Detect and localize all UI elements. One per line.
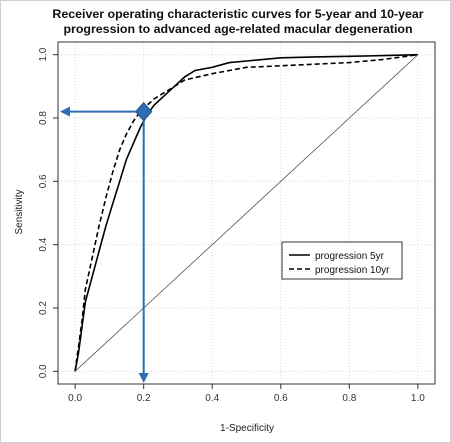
chart-title-line-1: Receiver operating characteristic curves… — [52, 7, 423, 21]
x-axis: 0.0 0.2 0.4 0.6 0.8 1.0 — [68, 384, 425, 404]
annotation-arrowhead-down — [138, 373, 149, 383]
grid-lines — [58, 42, 435, 384]
y-tick-label: 1.0 — [38, 47, 49, 61]
roc-line-series-1 — [74, 53, 419, 372]
x-tick-label: 0.2 — [137, 393, 151, 404]
chart-title-line-2: progression to advanced age-related macu… — [63, 22, 412, 36]
plot-area-border — [57, 41, 436, 385]
y-tick-label: 0.6 — [38, 174, 49, 188]
legend-box — [281, 241, 403, 280]
annotation-diamond-marker — [135, 101, 153, 122]
x-axis-label: 1-Specificity — [220, 423, 274, 434]
x-tick-label: 0.0 — [68, 393, 82, 404]
chart-title: Receiver operating characteristic curves… — [52, 7, 423, 36]
annotation-arrowhead-left — [60, 106, 70, 117]
y-tick-label: 0.2 — [38, 301, 49, 315]
x-tick-label: 0.8 — [342, 393, 356, 404]
annotation-layer — [60, 101, 153, 383]
x-tick-label: 0.4 — [205, 393, 219, 404]
y-axis-label: Sensitivity — [14, 189, 25, 234]
legend-label-10yr: progression 10yr — [315, 265, 390, 276]
x-tick-label: 1.0 — [411, 393, 425, 404]
y-tick-label: 0.8 — [38, 111, 49, 125]
legend-label-5yr: progression 5yr — [315, 251, 385, 262]
y-tick-label: 0.4 — [38, 237, 49, 251]
legend: progression 5yr progression 10yr — [281, 241, 403, 280]
y-axis: 0.0 0.2 0.4 0.6 0.8 1.0 — [38, 47, 58, 378]
series-layer — [74, 53, 419, 372]
x-tick-label: 0.6 — [274, 393, 288, 404]
diagonal-reference-line — [74, 54, 419, 372]
y-tick-label: 0.0 — [38, 364, 49, 378]
